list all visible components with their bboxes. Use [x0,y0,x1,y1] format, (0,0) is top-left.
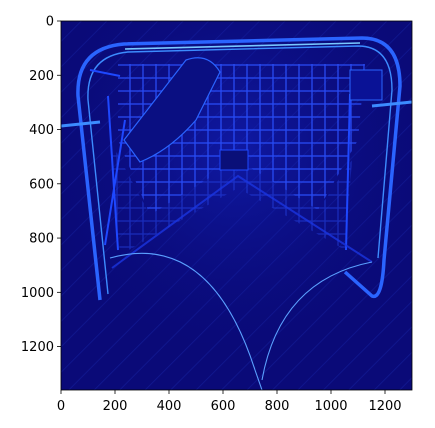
x-tick-label: 1000 [314,399,347,414]
x-tick-label: 200 [103,399,128,414]
y-tick-label: 200 [29,69,54,84]
y-tick-label: 400 [29,123,54,138]
x-tick-label: 800 [265,399,290,414]
heatmap-image [61,21,412,390]
plot-frame [60,20,413,391]
x-tick-label: 1200 [368,399,401,414]
y-tick-label: 1200 [21,340,54,355]
y-axis: 0 200 400 600 800 1000 1200 [21,15,61,355]
y-tick-label: 0 [46,15,54,30]
y-tick-label: 800 [29,232,54,247]
ground-diagonals [111,174,373,269]
dark-block [349,69,383,101]
x-axis: 0 200 400 600 800 1000 1200 [57,390,402,414]
dark-object [123,57,221,163]
center-block [219,149,249,171]
x-tick-label: 600 [211,399,236,414]
ball-arc [109,252,373,390]
crossbar-highlight [124,42,361,50]
back-frame [89,69,351,251]
goal-frame-inner [87,45,393,295]
side-bars [61,100,412,128]
y-tick-label: 1000 [21,286,54,301]
x-tick-label: 0 [57,399,65,414]
y-tick-label: 600 [29,177,54,192]
x-tick-label: 400 [157,399,182,414]
goal-frame [76,36,402,301]
